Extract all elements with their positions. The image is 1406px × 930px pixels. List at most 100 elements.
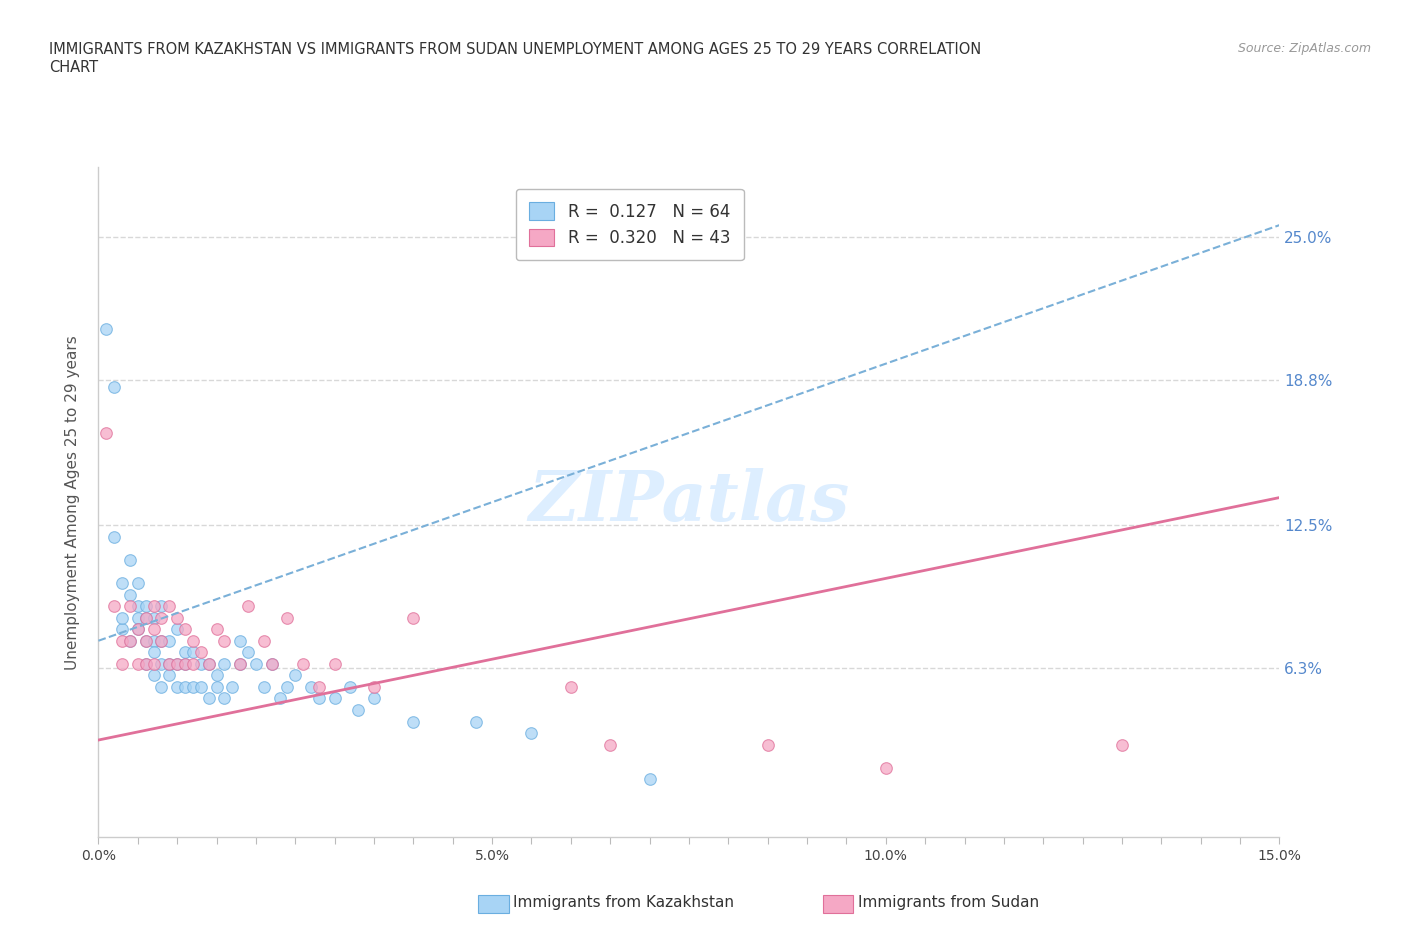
Point <box>142 633 165 648</box>
Text: ZIPatlas: ZIPatlas <box>529 469 849 536</box>
Point <box>150 610 173 625</box>
Point <box>127 610 149 625</box>
Point <box>214 691 236 706</box>
Point <box>402 610 425 625</box>
Point <box>260 657 283 671</box>
Point <box>236 644 259 659</box>
Point <box>276 680 298 695</box>
Point <box>181 657 204 671</box>
Point <box>135 610 157 625</box>
Point <box>157 668 180 683</box>
Point <box>269 691 291 706</box>
Point <box>599 737 621 752</box>
Point <box>166 657 188 671</box>
Point <box>111 576 134 591</box>
Point <box>347 702 370 717</box>
Point <box>142 599 165 614</box>
Text: Source: ZipAtlas.com: Source: ZipAtlas.com <box>1237 42 1371 55</box>
Point <box>142 644 165 659</box>
Point <box>157 657 180 671</box>
Point <box>135 657 157 671</box>
Point <box>174 680 197 695</box>
Point <box>197 657 219 671</box>
Point <box>135 610 157 625</box>
Point <box>157 599 180 614</box>
Point <box>150 680 173 695</box>
Point <box>363 691 385 706</box>
Point <box>190 657 212 671</box>
Point <box>308 691 330 706</box>
Text: IMMIGRANTS FROM KAZAKHSTAN VS IMMIGRANTS FROM SUDAN UNEMPLOYMENT AMONG AGES 25 T: IMMIGRANTS FROM KAZAKHSTAN VS IMMIGRANTS… <box>49 42 981 57</box>
Point <box>299 680 322 695</box>
Point <box>166 680 188 695</box>
Point <box>111 633 134 648</box>
Point <box>127 657 149 671</box>
Point <box>181 644 204 659</box>
Point <box>229 657 252 671</box>
Point <box>260 657 283 671</box>
Point <box>150 657 173 671</box>
Text: Immigrants from Kazakhstan: Immigrants from Kazakhstan <box>513 895 734 910</box>
Point <box>118 552 141 567</box>
Point <box>118 633 141 648</box>
Point <box>402 714 425 729</box>
Point <box>135 657 157 671</box>
Point <box>284 668 307 683</box>
Point <box>323 691 346 706</box>
Point <box>221 680 243 695</box>
Point <box>127 576 149 591</box>
Point <box>253 633 276 648</box>
Point <box>96 322 118 337</box>
Point <box>308 680 330 695</box>
Point <box>236 599 259 614</box>
Point <box>323 657 346 671</box>
Point <box>96 426 118 441</box>
Point <box>1111 737 1133 752</box>
Point <box>339 680 361 695</box>
Point <box>214 657 236 671</box>
Point <box>157 657 180 671</box>
Point <box>197 691 219 706</box>
Point <box>245 657 267 671</box>
Point <box>135 633 157 648</box>
Point <box>166 657 188 671</box>
Point <box>111 622 134 637</box>
Point <box>253 680 276 695</box>
Point <box>174 622 197 637</box>
Text: CHART: CHART <box>49 60 98 75</box>
Point <box>166 622 188 637</box>
Y-axis label: Unemployment Among Ages 25 to 29 years: Unemployment Among Ages 25 to 29 years <box>65 335 80 670</box>
Point <box>229 633 252 648</box>
Point <box>560 680 582 695</box>
Point <box>103 529 125 544</box>
Point <box>465 714 488 729</box>
Point <box>150 633 173 648</box>
Point <box>142 610 165 625</box>
Point <box>111 657 134 671</box>
Point <box>118 633 141 648</box>
Point <box>756 737 779 752</box>
Point <box>127 599 149 614</box>
Point <box>205 622 228 637</box>
Point <box>166 610 188 625</box>
Point <box>181 633 204 648</box>
Text: Immigrants from Sudan: Immigrants from Sudan <box>858 895 1039 910</box>
Point <box>229 657 252 671</box>
Point <box>205 680 228 695</box>
Point <box>118 587 141 602</box>
Point <box>150 599 173 614</box>
Point <box>118 599 141 614</box>
Point <box>157 633 180 648</box>
Point <box>197 657 219 671</box>
Point <box>127 622 149 637</box>
Legend: R =  0.127   N = 64, R =  0.320   N = 43: R = 0.127 N = 64, R = 0.320 N = 43 <box>516 189 744 260</box>
Point <box>174 644 197 659</box>
Point <box>205 668 228 683</box>
Point <box>142 657 165 671</box>
Point <box>520 725 543 740</box>
Point <box>111 610 134 625</box>
Point <box>142 622 165 637</box>
Point <box>174 657 197 671</box>
Point <box>135 633 157 648</box>
Point <box>363 680 385 695</box>
